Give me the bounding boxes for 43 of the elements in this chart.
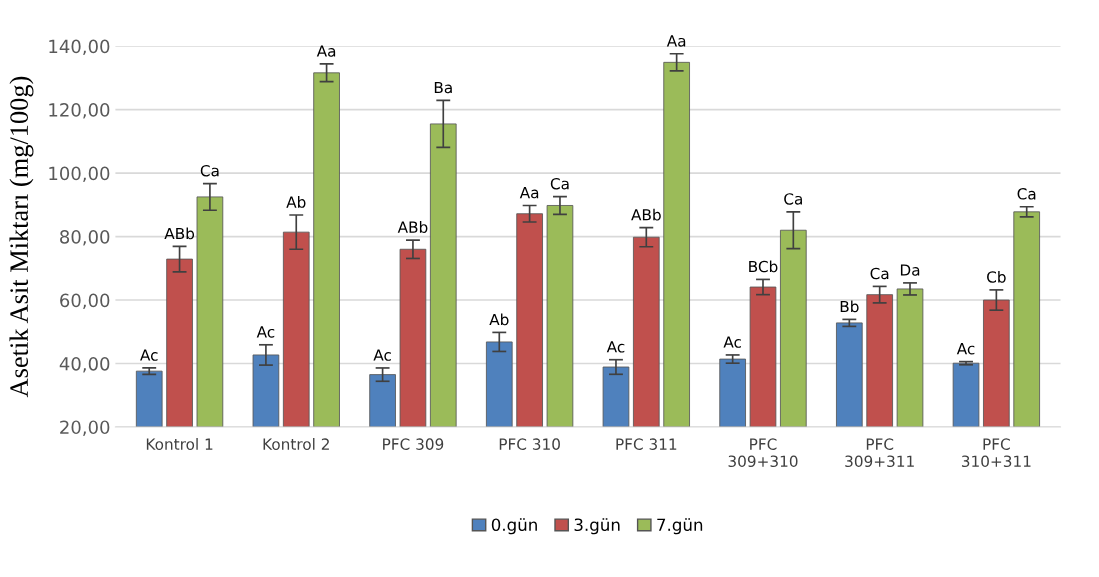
y-tick-label: 80,00	[60, 230, 110, 246]
legend-label: 0.gün	[491, 518, 537, 535]
legend-label: 7.gün	[657, 518, 703, 535]
data-label: Aa	[519, 186, 539, 199]
data-label: Ca	[870, 267, 889, 280]
data-label: Ac	[723, 336, 741, 348]
data-label: Da	[900, 264, 920, 276]
data-label: Ac	[140, 349, 158, 361]
data-label: Ab	[286, 196, 306, 208]
data-label: Bb	[840, 300, 859, 313]
data-label: BCb	[749, 260, 778, 273]
x-tick-label: PFC 309+311	[845, 438, 914, 468]
data-label: ABb	[631, 208, 661, 221]
y-tick-label: 40,00	[59, 356, 110, 373]
x-tick-label: PFC 310	[499, 438, 560, 450]
data-label: Ac	[373, 349, 391, 361]
data-label: ABb	[164, 227, 195, 240]
y-axis-title: Asetik Asit Miktarı (mg/100g)	[9, 76, 34, 398]
data-label: Ab	[489, 313, 509, 326]
x-tick-label: PFC 311	[616, 438, 677, 450]
y-tick-label: 20,00	[60, 420, 110, 436]
x-tick-label: PFC 309	[383, 438, 444, 450]
data-label: Ac	[606, 341, 625, 353]
data-label: Ba	[434, 81, 452, 94]
y-tick-label: 120,00	[49, 103, 110, 119]
legend-label: 3.gün	[574, 518, 620, 535]
data-label: Ac	[256, 326, 275, 338]
data-label: Ca	[200, 164, 219, 177]
data-label: Cb	[987, 270, 1006, 283]
y-tick-label: 140,00	[49, 39, 110, 56]
x-tick-label: PFC 309+310	[728, 438, 798, 468]
x-tick-label: PFC 310+311	[961, 438, 1031, 468]
data-label: Ca	[550, 177, 569, 190]
data-label: ABb	[397, 221, 428, 233]
x-tick-label: Kontrol 2	[263, 438, 329, 450]
data-label: Ca	[1017, 188, 1036, 200]
x-tick-label: Kontrol 1	[146, 438, 213, 450]
data-label: Aa	[666, 35, 686, 47]
data-label: Aa	[316, 45, 336, 57]
data-label: Ca	[784, 193, 802, 205]
y-tick-label: 60,00	[60, 293, 110, 309]
data-label: Ac	[956, 343, 975, 355]
y-tick-label: 100,00	[49, 166, 110, 183]
